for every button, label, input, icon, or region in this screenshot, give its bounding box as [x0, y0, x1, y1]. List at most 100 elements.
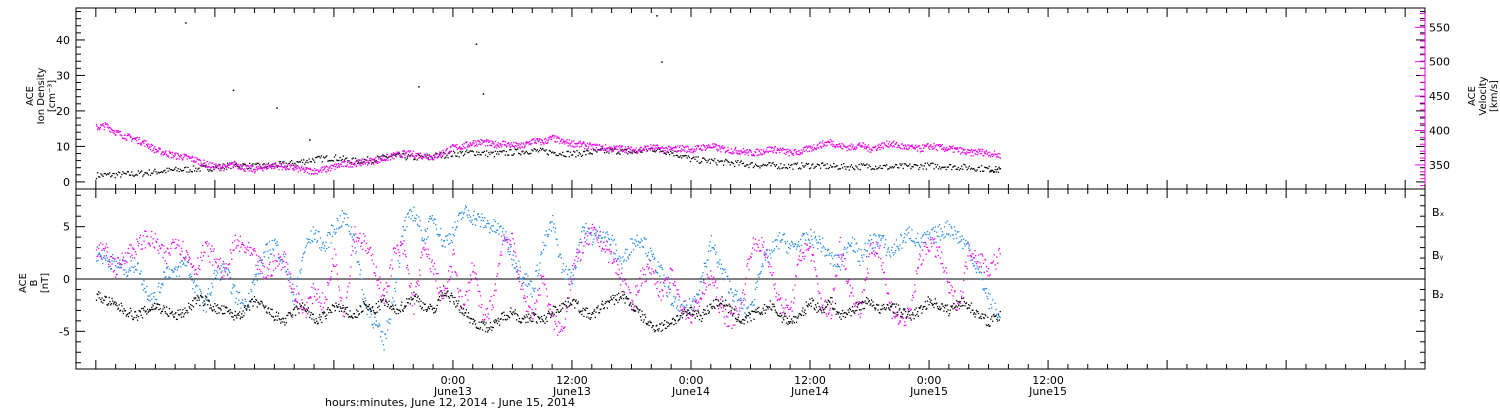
velocity-point	[805, 146, 807, 148]
by-point	[886, 251, 888, 253]
by-point	[500, 225, 502, 227]
velocity-point	[312, 169, 314, 171]
velocity-point	[738, 150, 740, 152]
velocity-point	[880, 146, 882, 149]
by-point	[763, 251, 766, 253]
density-point	[447, 157, 449, 159]
bz-point	[726, 325, 728, 327]
velocity-point	[786, 149, 788, 151]
by-point	[195, 284, 198, 286]
velocity-point	[441, 155, 444, 157]
by-point	[581, 231, 583, 233]
bz-point	[776, 299, 779, 302]
by-point	[251, 290, 253, 293]
velocity-point	[574, 143, 577, 145]
bz-point	[239, 235, 241, 238]
by-point	[388, 318, 390, 320]
by-point	[746, 307, 749, 310]
density-point	[490, 151, 492, 153]
bz-point	[472, 271, 475, 273]
velocity-point	[213, 168, 215, 171]
by-point	[460, 212, 462, 214]
by-point	[693, 300, 695, 302]
density-point	[824, 164, 826, 166]
density-point	[962, 168, 964, 170]
by-point	[807, 238, 810, 240]
density-point	[845, 168, 847, 170]
by-point	[574, 266, 576, 268]
velocity-point	[891, 146, 893, 148]
by-point	[707, 250, 710, 253]
velocity-point	[643, 147, 645, 150]
by-point	[870, 242, 872, 244]
density-point	[709, 162, 712, 164]
velocity-point	[716, 150, 719, 152]
bz-point	[507, 248, 509, 250]
velocity-point	[420, 157, 423, 159]
bz-point	[735, 307, 737, 310]
bz-point	[400, 244, 402, 247]
by-point	[116, 266, 118, 269]
by-point	[348, 230, 351, 233]
by-point	[499, 225, 501, 228]
velocity-point	[510, 146, 512, 148]
bz-point	[600, 241, 602, 243]
by-point	[541, 252, 543, 255]
velocity-point	[285, 166, 288, 169]
bz-point	[439, 286, 441, 288]
by-point	[360, 278, 363, 280]
by-point	[418, 216, 420, 218]
density-point	[919, 166, 921, 169]
by-point	[168, 268, 171, 270]
density-point	[757, 165, 759, 167]
bz-point	[183, 257, 185, 260]
by-point	[750, 303, 752, 306]
by-point	[605, 240, 608, 242]
bz-point	[671, 269, 674, 272]
density-point	[786, 167, 789, 170]
density-point	[332, 160, 335, 162]
by-point	[497, 223, 499, 225]
by-point	[776, 239, 779, 241]
by-point	[146, 285, 148, 288]
velocity-point	[265, 163, 267, 165]
bz-point	[184, 259, 186, 261]
by-point	[414, 220, 416, 222]
velocity-point	[152, 144, 154, 146]
bz-point	[674, 284, 676, 287]
density-point	[761, 164, 763, 167]
bz-point	[394, 247, 397, 250]
velocity-point	[325, 171, 327, 173]
density-point	[977, 166, 979, 169]
by-point	[464, 205, 467, 207]
velocity-point	[687, 150, 689, 152]
bz-point	[568, 297, 570, 299]
bz-point	[274, 259, 276, 262]
bz-point	[658, 296, 660, 298]
by-point	[752, 304, 754, 306]
velocity-point	[351, 162, 353, 164]
velocity-point	[223, 170, 225, 172]
velocity-point	[604, 149, 606, 152]
density-point	[724, 160, 726, 162]
density-point	[385, 156, 387, 158]
velocity-point	[304, 170, 306, 172]
density-point	[862, 163, 865, 165]
density-point	[721, 160, 724, 162]
by-point	[922, 233, 924, 236]
density-point	[280, 163, 283, 165]
velocity-point	[524, 145, 526, 148]
bz-point	[223, 263, 225, 265]
bz-point	[553, 328, 555, 331]
bz-point	[548, 303, 550, 306]
by-point	[975, 271, 978, 274]
velocity-point	[682, 146, 685, 148]
velocity-point	[968, 149, 971, 152]
velocity-point	[158, 147, 160, 149]
by-point	[537, 272, 540, 275]
velocity-point	[842, 143, 844, 145]
bz-point	[572, 268, 574, 270]
density-point	[499, 150, 501, 152]
bz-point	[286, 273, 288, 276]
bz-point	[420, 257, 422, 259]
